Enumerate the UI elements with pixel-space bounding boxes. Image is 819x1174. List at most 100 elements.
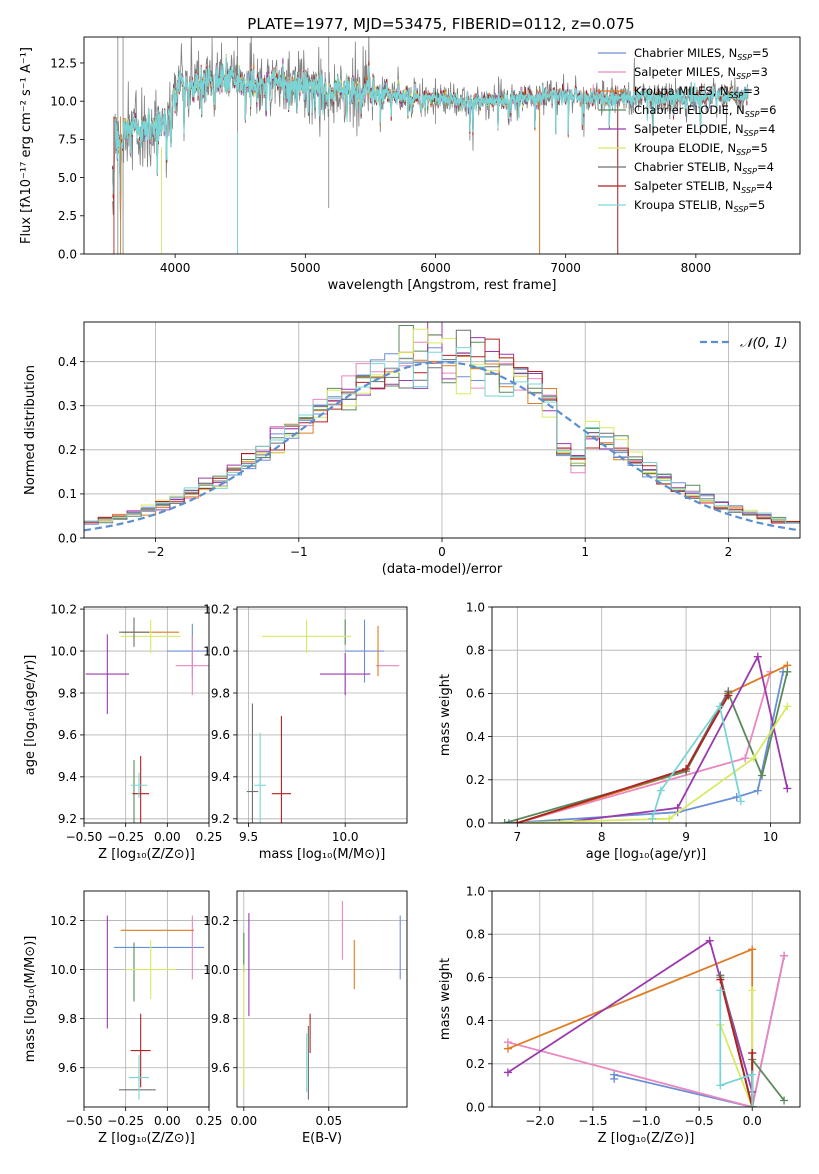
spectrum-ytick-label: 2.5: [58, 209, 77, 223]
weight-vs-age-line: [651, 704, 742, 819]
weight-vs-z-marker: [780, 1096, 789, 1105]
spectrum-legend-subscript: SSP: [736, 72, 751, 81]
mass-vs-ebv-ytick-label: 9.6: [211, 1061, 230, 1075]
spectrum-legend-equals: =: [748, 198, 758, 212]
age-vs-z-ylabel: age [log₁₀(age/yr)]: [23, 655, 38, 776]
residuals-ytick-label: 0.1: [58, 487, 77, 501]
spectrum-legend-nssp: 3: [760, 65, 767, 79]
residuals-xtick-label: 1: [581, 545, 589, 559]
weight-vs-age-ylabel: mass weight: [438, 674, 453, 756]
mass-vs-z-ylabel: mass [log₁₀(M/M⊙)]: [23, 936, 38, 1063]
age-vs-mass-ytick-label: 10.2: [203, 602, 230, 616]
weight-vs-z-xtick-label: −1.0: [631, 1114, 660, 1128]
gaussian-reference-line: [84, 360, 800, 532]
mass-vs-ebv-panel: 0.00 0.05 9.6 9.8 10.0 10.2 E(B-V): [203, 890, 408, 1146]
spectrum-legend-nssp-prefix: , N: [725, 179, 741, 193]
weight-vs-age-marker: [753, 652, 762, 661]
weight-vs-age-line: [508, 671, 784, 823]
weight-vs-z-line: [507, 939, 754, 1107]
weight-vs-age-ytick-label: 0.8: [466, 644, 485, 658]
weight-vs-age-xtick-label: 10: [763, 830, 778, 844]
weight-vs-age-marker: [555, 819, 564, 823]
spectrum-legend-nssp-prefix: , N: [713, 84, 729, 98]
mass-vs-z-ytick-label: 9.6: [58, 1061, 77, 1075]
weight-vs-z-ylabel: mass weight: [438, 958, 453, 1040]
residual-legend: 𝒩(0, 1): [700, 336, 787, 351]
age-vs-z-xtick-label: −0.25: [107, 830, 144, 844]
spectrum-legend-equals: =: [752, 46, 762, 60]
residuals-xlabel: (data-model)/error: [382, 562, 503, 577]
weight-vs-age-marker: [753, 786, 762, 795]
spectrum-panel: 4000 5000 6000 7000 8000 0.0 2.5 5.0 7.5 10.0 12.5…: [19, 36, 801, 293]
spectrum-legend-name: Kroupa MILES: [634, 84, 713, 98]
spectrum-legend-entry: Chabrier ELODIE, NSSP=6: [634, 103, 776, 119]
age-vs-z-point-salpeter-stelib: [132, 755, 149, 823]
spectrum-legend-nssp-prefix: , N: [718, 198, 734, 212]
age-vs-z-point-salpeter-miles: [175, 636, 209, 696]
weight-vs-age-xtick-label: 7: [513, 830, 521, 844]
age-vs-mass-point-kroupa-elodie: [262, 619, 351, 654]
weight-vs-z-series-salpeter-stelib: [716, 975, 757, 1107]
age-vs-mass-ytick-label: 9.2: [211, 812, 230, 826]
weight-vs-age-xlabel: age [log₁₀(age/yr)]: [586, 847, 707, 862]
spectrum-legend-nssp-prefix: , N: [720, 141, 736, 155]
age-vs-mass-point-salpeter-stelib: [271, 716, 292, 823]
weight-vs-z-ytick-label: 0.0: [466, 1100, 485, 1114]
weight-vs-age-marker: [648, 814, 657, 823]
mass-vs-ebv-xtick-label: 0.00: [230, 1114, 257, 1128]
weight-vs-z-xlabel: Z [log₁₀(Z/Z⊙)]: [598, 1131, 695, 1146]
spectrum-ytick-label: 12.5: [50, 56, 77, 70]
mass-vs-ebv-plot-area: [243, 900, 401, 1100]
age-vs-z-ticks: −0.50 −0.25 0.00 0.25 9.2 9.4 9.6 9.8 10.0 10.2: [50, 602, 222, 844]
mass-vs-z-point-kroupa-elodie: [125, 940, 176, 999]
age-vs-mass-ytick-label: 9.6: [211, 728, 230, 742]
spectrum-legend-nssp-prefix: , N: [729, 103, 745, 117]
weight-vs-age-marker: [715, 702, 724, 711]
spectrum-legend-entry: Salpeter MILES, NSSP=3: [634, 65, 768, 81]
spectrum-legend-name: Kroupa ELODIE: [634, 141, 720, 155]
spectrum-legend-nssp: 4: [768, 122, 775, 136]
mass-vs-ebv-ytick-label: 10.0: [203, 963, 230, 977]
spectrum-legend-nssp-prefix: , N: [726, 160, 742, 174]
spectrum-legend-nssp: 4: [767, 160, 774, 174]
spectrum-legend-entry: Kroupa MILES, NSSP=3: [634, 84, 760, 100]
weight-vs-age-series-kroupa-stelib: [648, 702, 745, 823]
spectrum-legend-entry: Chabrier STELIB, NSSP=4: [634, 160, 774, 176]
spectrum-legend-name: Kroupa STELIB: [634, 198, 718, 212]
weight-vs-age-marker: [783, 784, 792, 793]
weight-vs-z-ytick-label: 0.6: [466, 971, 485, 985]
weight-vs-age-ytick-label: 0.2: [466, 773, 485, 787]
weight-vs-age-series-salpeter-elodie: [555, 652, 792, 823]
weight-vs-z-marker: [748, 1049, 757, 1057]
mass-vs-z-ytick-label: 9.8: [58, 1012, 77, 1026]
residuals-ytick-label: 0.4: [58, 355, 77, 369]
weight-vs-age-line: [517, 690, 730, 823]
weight-vs-z-marker: [748, 945, 757, 954]
spectrum-legend-name: Salpeter ELODIE: [634, 122, 728, 136]
residuals-ytick-label: 0.0: [58, 531, 77, 545]
age-vs-mass-point-chabrier-miles: [345, 619, 384, 683]
spectrum-frame: [83, 36, 801, 255]
weight-vs-age-marker: [665, 814, 674, 823]
weight-vs-z-xtick-label: −0.5: [685, 1114, 714, 1128]
spectrum-legend-subscript: SSP: [744, 129, 759, 138]
weight-vs-age-marker: [783, 667, 792, 676]
weight-vs-age-marker: [673, 803, 682, 812]
residuals-plot-area: [84, 322, 800, 532]
age-vs-mass-frame: [236, 606, 408, 824]
mass-vs-ebv-grid: [237, 891, 407, 1107]
spectrum-legend-name: Chabrier ELODIE: [634, 103, 729, 117]
weight-vs-z-marker: [716, 975, 725, 984]
age-vs-z-point-kroupa-stelib: [130, 772, 148, 798]
age-vs-z-ytick-label: 9.4: [58, 770, 77, 784]
spectrum-legend-nssp: 5: [762, 46, 769, 60]
spectrum-legend-nssp-prefix: , N: [728, 122, 744, 136]
spectrum-legend-equals: =: [751, 141, 761, 155]
weight-vs-z-marker: [748, 986, 757, 995]
mass-vs-z-point-kroupa-stelib: [129, 1055, 149, 1100]
weight-vs-z-line: [719, 990, 754, 1107]
age-vs-z-ytick-label: 10.0: [50, 644, 77, 658]
spectrum-legend-equals: =: [756, 179, 766, 193]
weight-vs-z-ticks: −2.0 −1.5 −1.0 −0.5 0.0 0.0 0.2 0.4 0.6 0.8 1.0: [466, 884, 762, 1128]
residual-hist-kroupa-stelib: [84, 347, 800, 524]
